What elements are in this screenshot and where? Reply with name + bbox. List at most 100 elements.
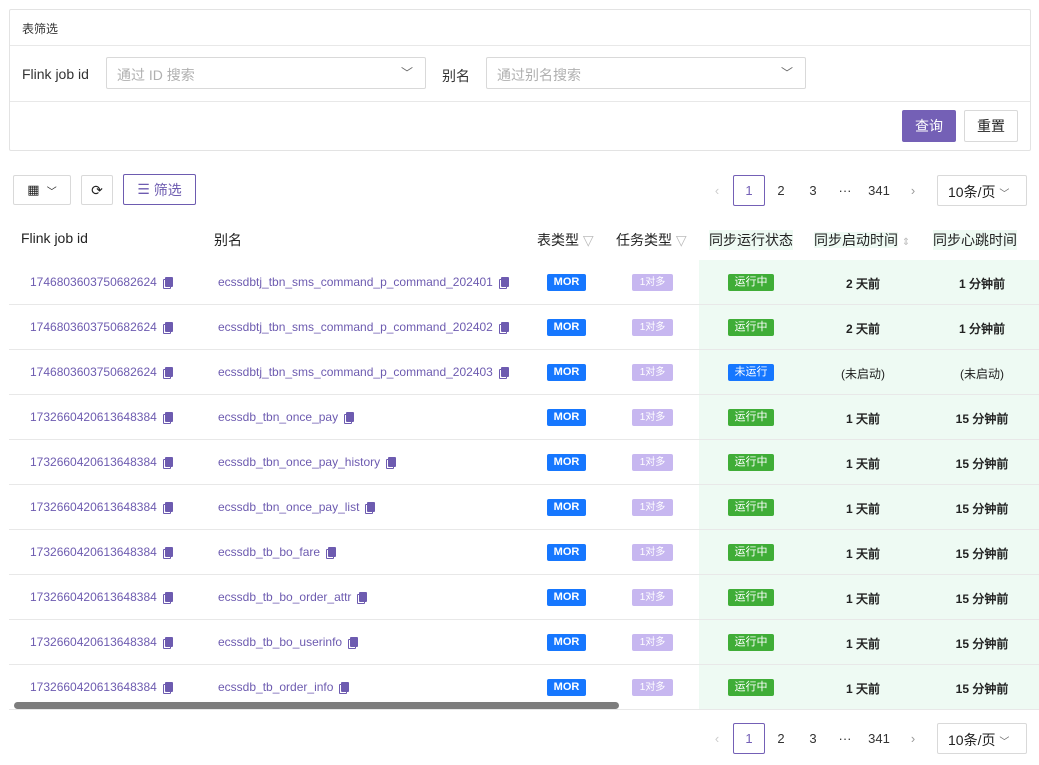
col-table-type[interactable]: 表类型 ▽ xyxy=(537,230,594,250)
copy-icon[interactable] xyxy=(164,457,173,467)
copy-icon[interactable] xyxy=(367,502,376,512)
job-id-cell[interactable]: 1746803603750682624 xyxy=(30,365,173,379)
alias-link[interactable]: ecssdb_tbn_once_pay xyxy=(218,410,339,424)
start-time-cell: 2 天前 xyxy=(845,322,880,336)
copy-icon[interactable] xyxy=(350,637,359,647)
table-row: 1732660420613648384 ecssdb_tb_bo_userinf… xyxy=(9,620,1039,665)
copy-icon[interactable] xyxy=(500,367,509,377)
heartbeat-time-cell: 15 分钟前 xyxy=(955,457,1009,471)
table-type-tag: MOR xyxy=(547,634,586,651)
alias-link[interactable]: ecssdb_tb_bo_fare xyxy=(218,545,321,559)
chevron-down-icon: ﹀ xyxy=(400,66,413,80)
copy-icon[interactable] xyxy=(164,592,173,602)
next-page-button[interactable]: › xyxy=(910,731,916,746)
copy-icon[interactable] xyxy=(500,322,509,332)
refresh-button[interactable]: ⟳ xyxy=(81,175,113,205)
query-button[interactable]: 查询 xyxy=(902,110,956,142)
copy-icon[interactable] xyxy=(164,547,173,557)
prev-page-button[interactable]: ‹ xyxy=(714,731,720,746)
job-id-link[interactable]: 1746803603750682624 xyxy=(30,320,157,334)
copy-icon[interactable] xyxy=(164,412,173,422)
job-id-cell[interactable]: 1746803603750682624 xyxy=(30,275,173,289)
copy-icon[interactable] xyxy=(164,367,173,377)
page-2[interactable]: 2 xyxy=(777,183,785,198)
prev-page-button[interactable]: ‹ xyxy=(714,183,720,198)
job-id-link[interactable]: 1732660420613648384 xyxy=(30,545,157,559)
job-id-cell[interactable]: 1732660420613648384 xyxy=(30,635,173,649)
job-id-link[interactable]: 1732660420613648384 xyxy=(30,455,157,469)
copy-icon[interactable] xyxy=(359,592,368,602)
filter-button[interactable]: ☰ 筛选 xyxy=(123,174,196,205)
alias-link[interactable]: ecssdb_tbn_once_pay_history xyxy=(218,455,381,469)
job-id-link[interactable]: 1732660420613648384 xyxy=(30,635,157,649)
page-size-select[interactable]: 10条/页 ﹀ xyxy=(937,723,1027,754)
column-settings-button[interactable]: ▦ ﹀ xyxy=(13,175,71,205)
copy-icon[interactable] xyxy=(341,682,350,692)
alias-cell[interactable]: ecssdb_tb_order_info xyxy=(218,680,350,694)
copy-icon[interactable] xyxy=(164,682,173,692)
copy-icon[interactable] xyxy=(346,412,355,422)
start-time-cell: 1 天前 xyxy=(845,457,880,471)
page-3[interactable]: 3 xyxy=(809,183,817,198)
alias-select[interactable]: 通过别名搜索 ﹀ xyxy=(486,57,806,89)
copy-icon[interactable] xyxy=(164,322,173,332)
page-ellipsis[interactable]: ··· xyxy=(838,731,852,746)
job-id-link[interactable]: 1746803603750682624 xyxy=(30,365,157,379)
job-id-cell[interactable]: 1732660420613648384 xyxy=(30,545,173,559)
alias-link[interactable]: ecssdbtj_tbn_sms_command_p_command_20240… xyxy=(218,365,493,379)
alias-link[interactable]: ecssdb_tb_bo_order_attr xyxy=(218,590,352,604)
page-1[interactable]: 1 xyxy=(733,723,765,754)
page-ellipsis[interactable]: ··· xyxy=(838,183,852,198)
job-id-link[interactable]: 1732660420613648384 xyxy=(30,590,157,604)
job-id-link[interactable]: 1732660420613648384 xyxy=(30,680,157,694)
job-id-cell[interactable]: 1732660420613648384 xyxy=(30,410,173,424)
page-341[interactable]: 341 xyxy=(868,183,890,198)
alias-cell[interactable]: ecssdbtj_tbn_sms_command_p_command_20240… xyxy=(218,365,509,379)
page-1[interactable]: 1 xyxy=(733,175,765,206)
horizontal-scrollbar[interactable] xyxy=(14,702,619,709)
alias-cell[interactable]: ecssdb_tb_bo_fare xyxy=(218,545,337,559)
sync-status-tag: 运行中 xyxy=(728,319,774,336)
copy-icon[interactable] xyxy=(164,502,173,512)
alias-link[interactable]: ecssdb_tb_order_info xyxy=(218,680,334,694)
copy-icon[interactable] xyxy=(328,547,337,557)
copy-icon[interactable] xyxy=(164,637,173,647)
col-start-time[interactable]: 同步启动时间 ⇕ xyxy=(814,230,910,250)
copy-icon[interactable] xyxy=(164,277,173,287)
copy-icon[interactable] xyxy=(388,457,397,467)
job-id-cell[interactable]: 1746803603750682624 xyxy=(30,320,173,334)
page-341[interactable]: 341 xyxy=(868,731,890,746)
job-id-link[interactable]: 1732660420613648384 xyxy=(30,410,157,424)
job-id-cell[interactable]: 1732660420613648384 xyxy=(30,500,173,514)
alias-cell[interactable]: ecssdb_tbn_once_pay xyxy=(218,410,355,424)
alias-cell[interactable]: ecssdb_tbn_once_pay_history xyxy=(218,455,397,469)
job-id-link[interactable]: 1746803603750682624 xyxy=(30,275,157,289)
alias-cell[interactable]: ecssdb_tb_bo_userinfo xyxy=(218,635,359,649)
job-id-cell[interactable]: 1732660420613648384 xyxy=(30,455,173,469)
sort-icon[interactable]: ⇕ xyxy=(901,237,911,248)
filter-funnel-icon[interactable]: ▽ xyxy=(582,232,594,248)
job-id-cell[interactable]: 1732660420613648384 xyxy=(30,590,173,604)
col-task-type[interactable]: 任务类型 ▽ xyxy=(616,230,687,250)
alias-cell[interactable]: ecssdb_tb_bo_order_attr xyxy=(218,590,368,604)
page-3[interactable]: 3 xyxy=(809,731,817,746)
alias-link[interactable]: ecssdb_tbn_once_pay_list xyxy=(218,500,360,514)
alias-link[interactable]: ecssdbtj_tbn_sms_command_p_command_20240… xyxy=(218,275,493,289)
page-2[interactable]: 2 xyxy=(777,731,785,746)
page-size-select[interactable]: 10条/页 ﹀ xyxy=(937,175,1027,206)
alias-label: 别名 xyxy=(442,68,470,84)
start-time-cell: 1 天前 xyxy=(845,547,880,561)
next-page-button[interactable]: › xyxy=(910,183,916,198)
copy-icon[interactable] xyxy=(500,277,509,287)
job-id-select[interactable]: 通过 ID 搜索 ﹀ xyxy=(106,57,426,89)
alias-cell[interactable]: ecssdbtj_tbn_sms_command_p_command_20240… xyxy=(218,275,509,289)
job-id-cell[interactable]: 1732660420613648384 xyxy=(30,680,173,694)
reset-button[interactable]: 重置 xyxy=(964,110,1018,142)
alias-cell[interactable]: ecssdbtj_tbn_sms_command_p_command_20240… xyxy=(218,320,509,334)
filter-funnel-icon[interactable]: ▽ xyxy=(675,232,687,248)
alias-link[interactable]: ecssdb_tb_bo_userinfo xyxy=(218,635,343,649)
alias-cell[interactable]: ecssdb_tbn_once_pay_list xyxy=(218,500,376,514)
col-alias: 别名 xyxy=(214,232,242,248)
alias-link[interactable]: ecssdbtj_tbn_sms_command_p_command_20240… xyxy=(218,320,493,334)
job-id-link[interactable]: 1732660420613648384 xyxy=(30,500,157,514)
